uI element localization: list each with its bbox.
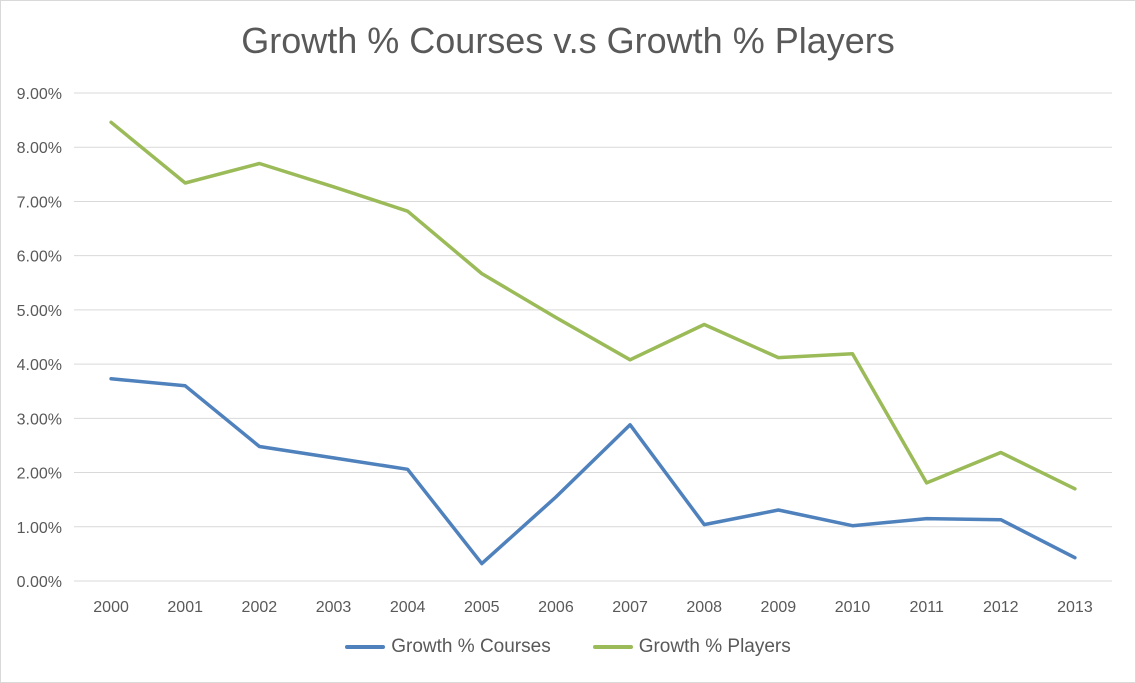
y-tick-label: 5.00%	[17, 303, 62, 320]
y-tick-label: 6.00%	[17, 249, 62, 266]
y-tick-label: 7.00%	[17, 194, 62, 211]
legend-item-courses: Growth % Courses	[345, 636, 551, 658]
x-tick-label: 2007	[612, 599, 648, 616]
series-line-players	[109, 120, 1077, 491]
y-tick-label: 0.00%	[17, 574, 62, 591]
x-tick-label: 2006	[538, 599, 574, 616]
x-tick-label: 2010	[835, 599, 871, 616]
x-tick-label: 2011	[909, 599, 944, 616]
x-tick-label: 2004	[390, 599, 426, 616]
x-tick-label: 2008	[686, 599, 722, 616]
x-tick-label: 2009	[761, 599, 797, 616]
legend-label-players: Growth % Players	[638, 636, 791, 657]
y-tick-label: 9.00%	[17, 86, 62, 103]
legend: Growth % Courses Growth % Players	[0, 636, 1136, 658]
chart-title: Growth % Courses v.s Growth % Players	[241, 20, 895, 61]
gridlines	[74, 92, 1112, 582]
x-axis-ticks: 2000 2001 2002 2003 2004 2005 2006 2007 2008 2009…	[93, 599, 1093, 616]
x-tick-label: 2003	[316, 599, 352, 616]
x-tick-label: 2005	[464, 599, 500, 616]
legend-label-courses: Growth % Courses	[391, 636, 551, 657]
y-tick-label: 4.00%	[17, 357, 62, 374]
legend-swatch-courses	[345, 645, 386, 649]
legend-item-players: Growth % Players	[592, 636, 791, 658]
x-tick-label: 2012	[983, 599, 1019, 616]
y-tick-label: 1.00%	[17, 520, 62, 537]
y-axis-ticks: 0.00% 1.00% 2.00% 3.00% 4.00% 5.00% 6.00% 7.00%…	[17, 86, 62, 591]
series-line-courses	[109, 377, 1077, 566]
legend-swatch-players	[592, 645, 633, 649]
x-tick-label: 2002	[242, 599, 278, 616]
series-lines	[109, 120, 1077, 566]
x-tick-label: 2001	[167, 599, 203, 616]
y-tick-label: 2.00%	[17, 466, 62, 483]
y-tick-label: 3.00%	[17, 411, 62, 428]
x-tick-label: 2013	[1057, 599, 1093, 616]
x-tick-label: 2000	[93, 599, 129, 616]
y-tick-label: 8.00%	[17, 140, 62, 157]
